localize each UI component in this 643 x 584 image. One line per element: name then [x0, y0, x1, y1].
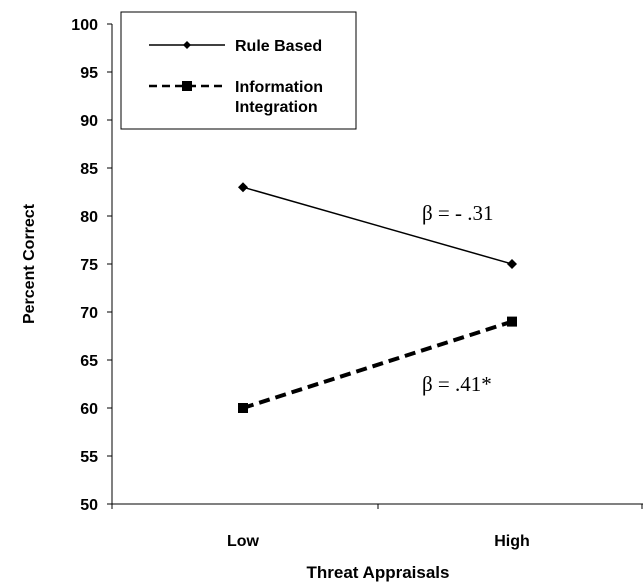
legend-label-line-1: Information — [235, 79, 323, 96]
y-tick-label: 60 — [80, 401, 98, 418]
y-tick-label: 80 — [80, 209, 98, 226]
y-tick-label: 65 — [80, 353, 98, 370]
legend-label-line-2: Integration — [235, 99, 318, 116]
beta-annotation: β = .41* — [422, 372, 492, 396]
beta-annotation: β = - .31 — [422, 201, 494, 225]
x-axis: Low High — [111, 503, 643, 550]
x-tick-label: Low — [227, 533, 260, 550]
y-tick-label: 85 — [80, 161, 98, 178]
y-tick-label: 75 — [80, 257, 98, 274]
data-point-diamond — [238, 182, 248, 193]
legend-label-information-integration: Information Integration — [235, 79, 327, 116]
x-tick-label: High — [494, 533, 530, 550]
y-tick-label: 100 — [71, 17, 98, 34]
x-axis-label: Threat Appraisals — [307, 563, 450, 582]
y-tick-label: 70 — [80, 305, 98, 322]
data-point-square — [238, 403, 248, 413]
y-tick-label: 95 — [80, 65, 98, 82]
y-tick-label: 55 — [80, 449, 98, 466]
y-tick-label: 50 — [80, 497, 98, 514]
legend-square-marker — [182, 81, 192, 91]
series-line — [242, 186, 513, 265]
legend-diamond-marker — [183, 41, 191, 49]
y-axis: 50 55 60 65 70 75 80 85 90 95 100 — [71, 17, 113, 514]
series-line — [242, 319, 513, 410]
annotations: β = - .31 β = .41* — [422, 201, 494, 396]
legend-label-rule-based: Rule Based — [235, 38, 322, 55]
data-point-square — [507, 316, 517, 327]
y-tick-label: 90 — [80, 113, 98, 130]
y-axis-label: Percent Correct — [21, 203, 38, 324]
legend-box — [120, 11, 357, 130]
legend: Rule Based Information Integration — [120, 11, 357, 130]
data-point-diamond — [507, 259, 517, 269]
series-lines — [238, 182, 517, 413]
